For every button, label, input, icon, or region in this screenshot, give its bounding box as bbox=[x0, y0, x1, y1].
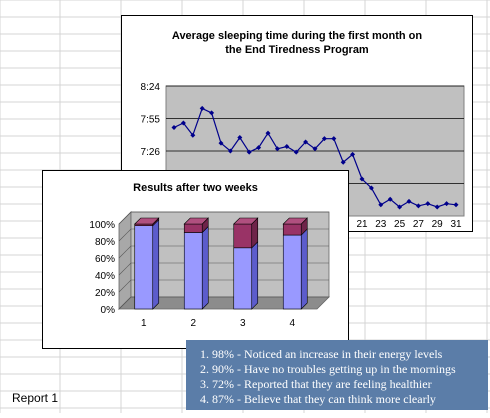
y-tick-label: 0% bbox=[101, 305, 116, 316]
data-point bbox=[444, 201, 450, 207]
y-tick-label: 7:55 bbox=[141, 115, 161, 126]
data-point bbox=[453, 202, 459, 208]
bar-gridline bbox=[118, 262, 132, 276]
data-point bbox=[312, 146, 318, 152]
x-tick-label: 27 bbox=[413, 219, 425, 230]
data-point bbox=[406, 198, 412, 204]
x-tick-label: 23 bbox=[375, 219, 387, 230]
data-point bbox=[397, 204, 403, 210]
x-tick-label: 25 bbox=[394, 219, 406, 230]
bar-gridline bbox=[118, 279, 132, 293]
bar-side bbox=[152, 218, 160, 310]
x-tick-label: 4 bbox=[289, 318, 295, 329]
x-tick-label: 3 bbox=[240, 318, 246, 329]
y-tick-label: 20% bbox=[95, 288, 115, 299]
y-tick-label: 8:24 bbox=[141, 82, 161, 93]
data-point bbox=[359, 176, 365, 182]
data-point bbox=[340, 159, 346, 165]
y-tick-label: 60% bbox=[95, 254, 115, 265]
bar-gridline bbox=[118, 228, 132, 242]
y-tick-label: 40% bbox=[95, 271, 115, 282]
x-tick-label: 29 bbox=[432, 219, 444, 230]
data-point bbox=[190, 132, 196, 138]
data-point bbox=[199, 105, 205, 111]
data-point bbox=[256, 145, 262, 151]
bar-chart-plot: 0% 20% 40% 60% 80% 100% 1 2 3 4 bbox=[89, 211, 330, 329]
bar-segment-main bbox=[134, 225, 154, 310]
note-item: 4. 87% - Believe that they can think mor… bbox=[200, 392, 436, 406]
sheet-tab-label[interactable]: Report 1 bbox=[12, 391, 59, 405]
data-point bbox=[180, 120, 186, 126]
bar-segment-main bbox=[183, 232, 203, 310]
bar-top bbox=[134, 217, 160, 225]
data-point bbox=[274, 146, 280, 152]
bar-gridline bbox=[118, 245, 132, 259]
bar-top bbox=[233, 217, 259, 225]
x-tick-label: 1 bbox=[141, 318, 147, 329]
bar-segment-main bbox=[282, 234, 302, 310]
bar-gridline bbox=[118, 296, 132, 310]
bar-segment-cap bbox=[183, 223, 203, 233]
x-tick-label: 21 bbox=[356, 219, 368, 230]
data-point bbox=[171, 124, 177, 130]
y-tick-label: 7:26 bbox=[141, 147, 161, 158]
bar-top bbox=[183, 217, 209, 225]
note-item: 3. 72% - Reported that they are feeling … bbox=[200, 377, 432, 391]
data-point bbox=[246, 149, 252, 155]
note-item: 2. 90% - Have no troubles getting up in … bbox=[200, 362, 456, 376]
data-point bbox=[303, 139, 309, 145]
bar-chart[interactable]: Results after two weeks 0% 20% 40% 60% 80% 10… bbox=[42, 170, 349, 349]
line-chart[interactable]: Average sleeping time during the first m… bbox=[121, 15, 473, 232]
data-point bbox=[415, 203, 421, 209]
data-point bbox=[265, 130, 271, 136]
bar-side bbox=[300, 228, 308, 310]
results-notes-box[interactable]: 1. 98% - Noticed an increase in their en… bbox=[186, 340, 488, 410]
data-point bbox=[293, 149, 299, 155]
bar-segment-cap bbox=[233, 223, 253, 249]
data-point bbox=[368, 185, 374, 191]
note-item: 1. 98% - Noticed an increase in their en… bbox=[200, 347, 443, 361]
data-point bbox=[321, 136, 327, 142]
data-point bbox=[209, 110, 215, 116]
data-point bbox=[284, 144, 290, 150]
data-point bbox=[218, 140, 224, 146]
bar-segment-main bbox=[233, 247, 253, 310]
line-chart-title: Average sleeping time during the first m… bbox=[171, 30, 423, 42]
bar-chart-title: Results after two weeks bbox=[133, 182, 258, 194]
data-point bbox=[227, 148, 233, 154]
bar-side bbox=[251, 241, 259, 310]
data-point bbox=[387, 196, 393, 202]
bar-top bbox=[282, 217, 308, 225]
x-tick-label: 31 bbox=[450, 219, 462, 230]
bar-gridline bbox=[118, 211, 132, 225]
data-point bbox=[425, 201, 431, 207]
x-tick-label: 2 bbox=[190, 318, 196, 329]
y-tick-label: 100% bbox=[89, 220, 115, 231]
data-point bbox=[350, 151, 356, 157]
side-wall bbox=[118, 211, 132, 310]
bar-side bbox=[201, 225, 209, 310]
data-point bbox=[378, 202, 384, 208]
y-tick-label: 80% bbox=[95, 237, 115, 248]
line-chart-subtitle: the End Tiredness Program bbox=[225, 44, 369, 56]
data-point bbox=[331, 136, 337, 142]
data-point bbox=[434, 204, 440, 210]
bar-segment-cap bbox=[282, 223, 302, 236]
data-point bbox=[237, 135, 243, 141]
